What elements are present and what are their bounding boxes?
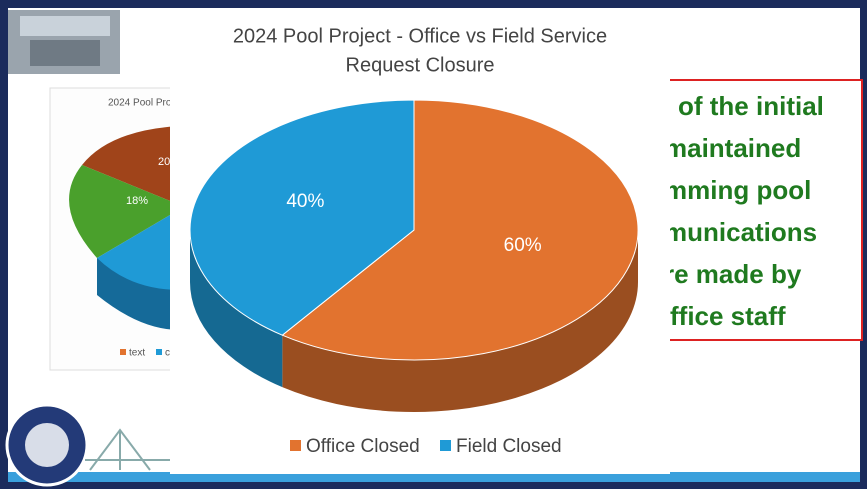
background-label: 18% xyxy=(126,195,148,207)
background-legend: text xyxy=(129,348,145,359)
legend: Office Closed Field Closed xyxy=(290,436,562,457)
data-label: 60% xyxy=(504,235,542,256)
callout-line: of the initial xyxy=(678,91,824,121)
legend-swatch xyxy=(440,440,451,451)
legend-label: Office Closed xyxy=(306,436,420,457)
chart-title: Request Closure xyxy=(346,54,495,76)
background-slice xyxy=(97,205,180,290)
webcam-table xyxy=(30,40,100,66)
chart-title: 2024 Pool Project - Office vs Field Serv… xyxy=(233,25,607,47)
background-title: 2024 Pool Pro xyxy=(108,98,172,109)
callout-box xyxy=(667,79,863,341)
pie-slice xyxy=(281,99,639,361)
background-label: 20 xyxy=(158,156,170,168)
pie-side xyxy=(190,230,283,388)
callout-line: re made by xyxy=(664,259,802,289)
background-legend-swatch xyxy=(120,349,126,355)
data-label: 40% xyxy=(286,191,324,212)
background-legend: c xyxy=(165,348,170,359)
legend-label: Field Closed xyxy=(456,436,562,457)
background-slice xyxy=(82,126,180,205)
webcam-wall xyxy=(20,16,110,36)
logo-inner xyxy=(25,423,69,467)
bottom-strip xyxy=(8,472,860,482)
callout-line: maintained xyxy=(664,133,801,163)
background-legend-swatch xyxy=(156,349,162,355)
callout: of the initial maintained mming pool munica… xyxy=(664,91,824,331)
pie: 60% 40% xyxy=(189,99,639,412)
pie-side xyxy=(282,230,638,412)
pie-slice xyxy=(189,99,415,336)
legend-swatch xyxy=(290,440,301,451)
callout-line: munications xyxy=(664,217,817,247)
bridge xyxy=(85,428,170,471)
callout-line: ffice staff xyxy=(670,301,786,331)
background-slice xyxy=(69,165,180,258)
callout-line: mming pool xyxy=(664,175,811,205)
